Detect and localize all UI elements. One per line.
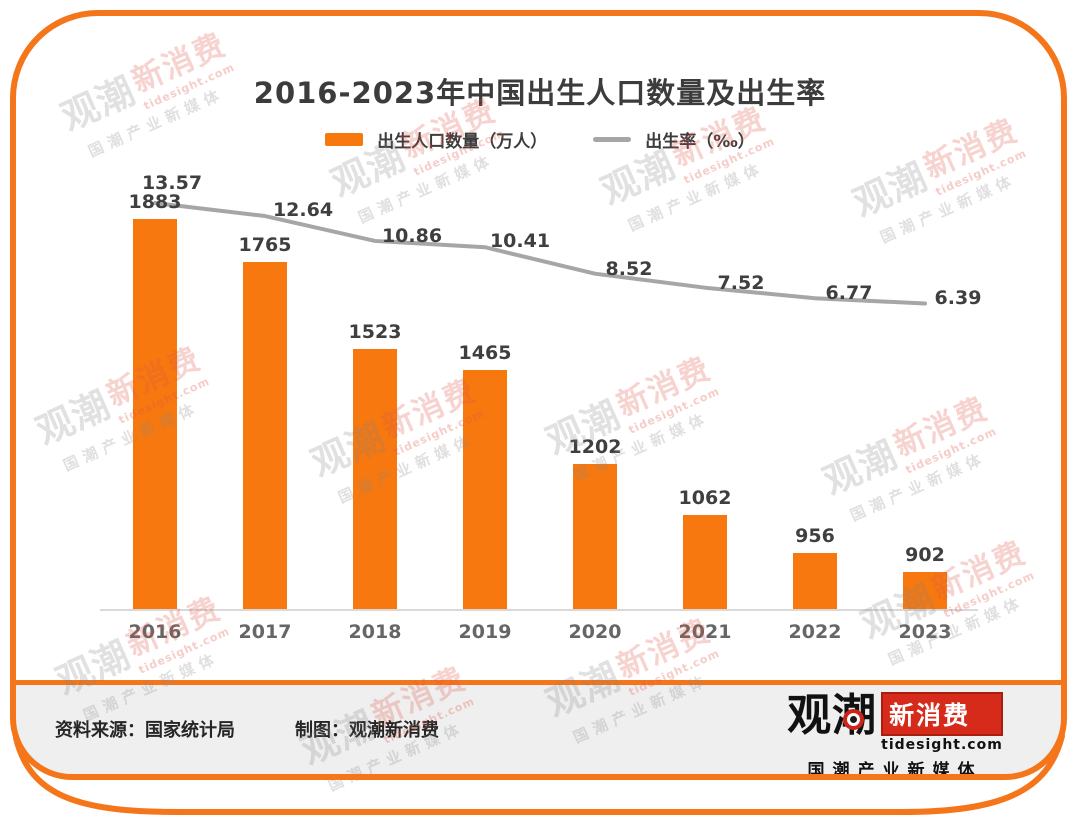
x-axis-label: 2020 <box>568 621 622 643</box>
bar-2020 <box>573 464 617 609</box>
legend-bar-label: 出生人口数量（万人） <box>377 132 548 152</box>
x-axis-label: 2019 <box>458 621 512 643</box>
bar-2022 <box>793 553 837 609</box>
brand-logo: 观潮 新消费 tidesight.com 国潮产业新媒体 <box>785 692 1005 781</box>
logo-domain-text: tidesight.com <box>881 737 1003 753</box>
bar-2023 <box>903 572 947 609</box>
x-axis-label: 2016 <box>128 621 182 643</box>
x-axis-label: 2023 <box>898 621 952 643</box>
footer-credit-text: 制图：观潮新消费 <box>295 720 439 741</box>
x-axis-line <box>100 609 978 611</box>
bar-2017 <box>243 262 287 609</box>
x-axis-label: 2022 <box>788 621 842 643</box>
chart-legend: 出生人口数量（万人） 出生率（‰） <box>0 127 1080 152</box>
x-axis-label: 2021 <box>678 621 732 643</box>
rate-value-label: 6.39 <box>934 286 982 309</box>
footer-source-text: 资料来源：国家统计局 <box>55 720 235 741</box>
bar-2018 <box>353 349 397 609</box>
bar-value-label: 1883 <box>128 191 182 213</box>
rate-value-label: 10.41 <box>489 230 551 253</box>
rate-value-label: 13.57 <box>141 172 203 194</box>
logo-tagline-text: 国潮产业新媒体 <box>807 761 983 781</box>
camera-lens-icon <box>843 709 865 730</box>
chart-title: 2016-2023年中国出生人口数量及出生率 <box>253 76 827 110</box>
bar-value-label: 1062 <box>678 487 732 509</box>
rate-value-label: 7.52 <box>717 271 765 294</box>
bar-value-label: 1523 <box>348 321 402 343</box>
bar-2021 <box>683 515 727 609</box>
rate-value-label: 12.64 <box>272 199 334 222</box>
bar-value-label: 902 <box>905 544 945 566</box>
x-axis-label: 2018 <box>348 621 402 643</box>
rate-value-label: 6.77 <box>825 282 873 305</box>
rate-value-label: 10.86 <box>381 224 443 247</box>
rate-value-label: 8.52 <box>605 257 653 280</box>
bar-value-label: 1465 <box>458 342 512 364</box>
x-axis-label: 2017 <box>238 621 292 643</box>
legend-line-label: 出生率（‰） <box>645 132 755 152</box>
logo-name-text: 观潮 <box>787 690 878 741</box>
bar-value-label: 1202 <box>568 436 622 458</box>
bar-value-label: 1765 <box>238 234 292 256</box>
bar-2016 <box>133 219 177 609</box>
legend-bar-swatch-icon <box>325 133 364 146</box>
bar-value-label: 956 <box>795 525 835 547</box>
legend-line-swatch-icon <box>593 137 632 142</box>
logo-badge-text: 新消费 <box>881 692 1003 736</box>
bar-2019 <box>463 370 507 609</box>
